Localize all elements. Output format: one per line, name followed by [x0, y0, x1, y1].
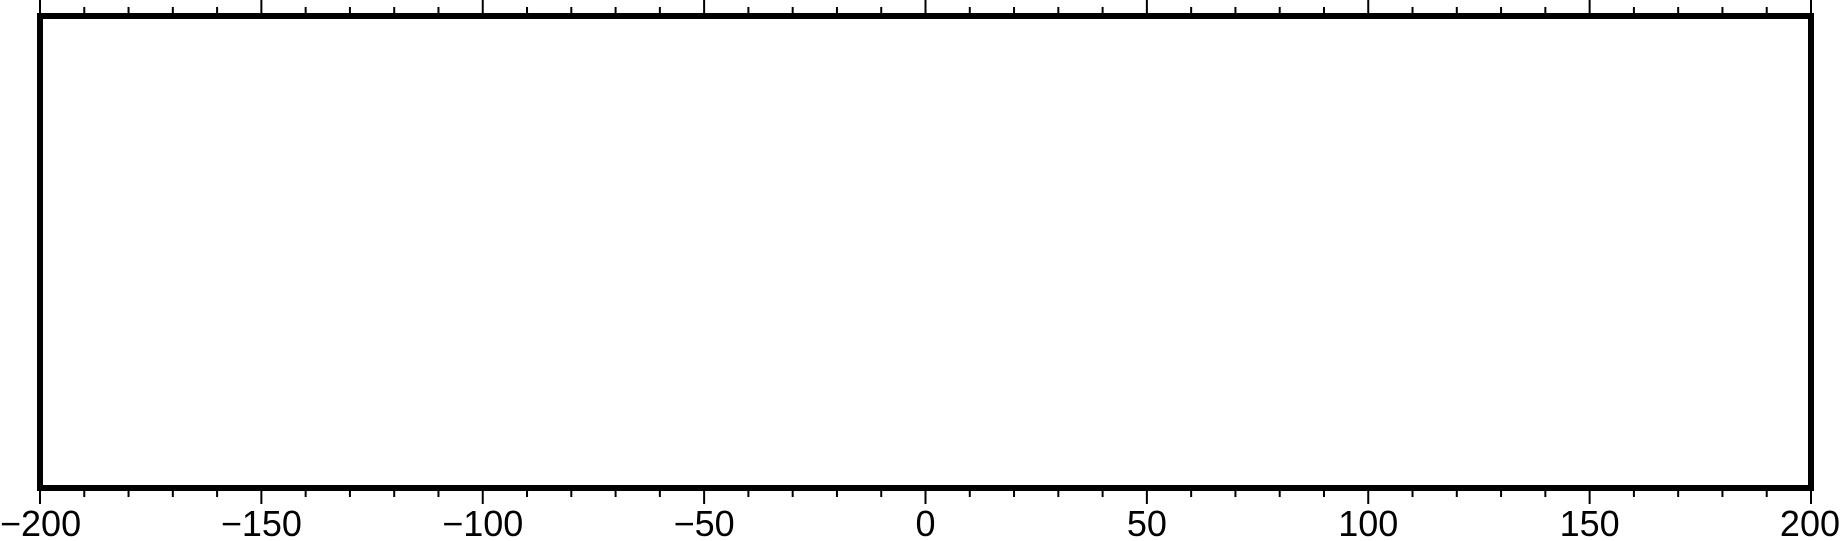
x-tick-label: 0 — [915, 503, 935, 541]
x-tick-label: −100 — [442, 503, 523, 541]
plot-frame — [37, 13, 1814, 491]
x-tick-label: −150 — [221, 503, 302, 541]
x-tick-label: 200 — [1780, 503, 1840, 541]
plot-background — [40, 16, 1811, 488]
x-tick-label: −200 — [0, 503, 81, 541]
x-axis-tick-labels: −200 −150 −100 −50 0 50 100 150 200 — [0, 503, 1840, 541]
x-tick-label: 100 — [1338, 503, 1398, 541]
x-tick-label: 150 — [1560, 503, 1620, 541]
x-tick-label: −50 — [674, 503, 735, 541]
x-tick-label: 50 — [1127, 503, 1167, 541]
